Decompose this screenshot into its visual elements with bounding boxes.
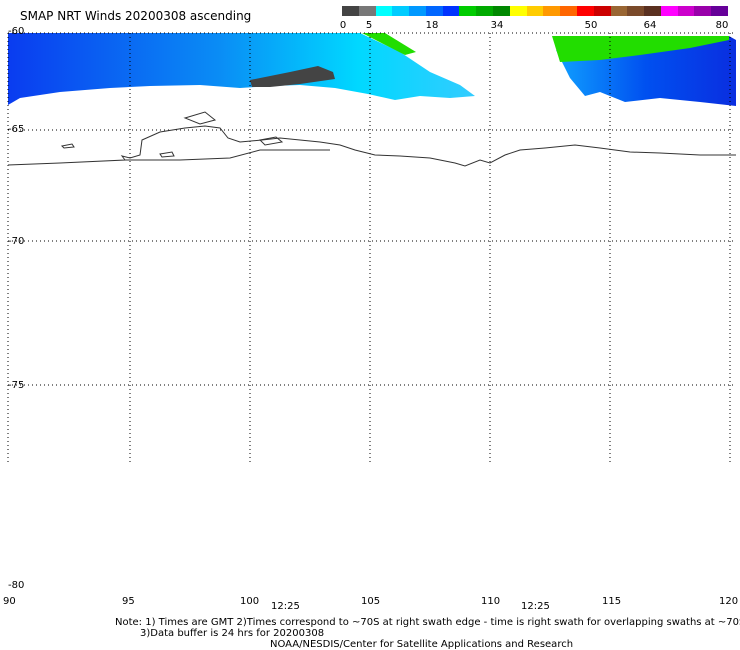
coastline <box>7 125 736 167</box>
lon-label: 110 <box>481 596 501 607</box>
wind-swath-right-green <box>552 36 729 62</box>
coastline <box>60 143 75 149</box>
colorbar-segment <box>543 6 561 16</box>
colorbar-segment <box>610 6 628 16</box>
colorbar-segment <box>677 6 695 16</box>
lat-label: -75 <box>8 380 25 391</box>
lon-label: 120 <box>719 596 739 607</box>
wind-speed-colorbar <box>342 6 728 16</box>
colorbar-segment <box>425 6 443 16</box>
calm-wind-patch <box>250 66 335 87</box>
colorbar-segment <box>442 6 460 16</box>
coastline <box>159 151 175 158</box>
swath-time-label: 12:25 <box>521 601 550 612</box>
note-line-3: NOAA/NESDIS/Center for Satellite Applica… <box>270 639 574 650</box>
lon-label: 115 <box>602 596 622 607</box>
colorbar-segment <box>509 6 527 16</box>
colorbar-segment <box>660 6 678 16</box>
colorbar-segment <box>392 6 410 16</box>
colorbar-segment <box>375 6 393 16</box>
lon-label: 90 <box>3 596 16 607</box>
coastline <box>183 111 217 125</box>
colorbar-segment <box>526 6 544 16</box>
lat-label: -60 <box>8 26 25 37</box>
colorbar-tick-label: 5 <box>365 20 373 31</box>
lon-label: 105 <box>361 596 381 607</box>
note-line-2: 3)Data buffer is 24 hrs for 20200308 <box>140 628 325 639</box>
swath-time-label: 12:25 <box>271 601 300 612</box>
wind-swath-left <box>8 33 475 105</box>
lon-label: 100 <box>240 596 260 607</box>
colorbar-segment <box>560 6 577 16</box>
coastline <box>125 149 330 161</box>
colorbar-segment <box>459 6 477 16</box>
colorbar-segment <box>576 6 594 16</box>
lon-label: 95 <box>122 596 135 607</box>
colorbar-tick-label: 34 <box>490 20 504 31</box>
lat-label: -70 <box>8 236 25 247</box>
graticule <box>7 32 736 465</box>
wind-swath-left-green <box>362 33 416 55</box>
colorbar-tick-label: 64 <box>643 20 657 31</box>
colorbar-segment <box>593 6 611 16</box>
colorbar-tick-label: 50 <box>584 20 598 31</box>
colorbar-segment <box>711 6 728 16</box>
colorbar-segment <box>409 6 426 16</box>
colorbar-segment <box>476 6 494 16</box>
colorbar-segment <box>342 6 359 16</box>
colorbar-segment <box>694 6 712 16</box>
map-title: SMAP NRT Winds 20200308 ascending <box>20 9 252 23</box>
colorbar-tick-label: 0 <box>339 20 347 31</box>
lat-label: -65 <box>8 124 25 135</box>
colorbar-segment <box>627 6 645 16</box>
colorbar-segment <box>358 6 376 16</box>
colorbar-tick-label: 80 <box>715 20 729 31</box>
lat-label: -80 <box>8 580 25 591</box>
colorbar-segment <box>644 6 661 16</box>
coastline <box>258 136 284 146</box>
colorbar-tick-label: 18 <box>425 20 439 31</box>
colorbar-segment <box>493 6 510 16</box>
note-line-1: Note: 1) Times are GMT 2)Times correspon… <box>115 617 740 628</box>
